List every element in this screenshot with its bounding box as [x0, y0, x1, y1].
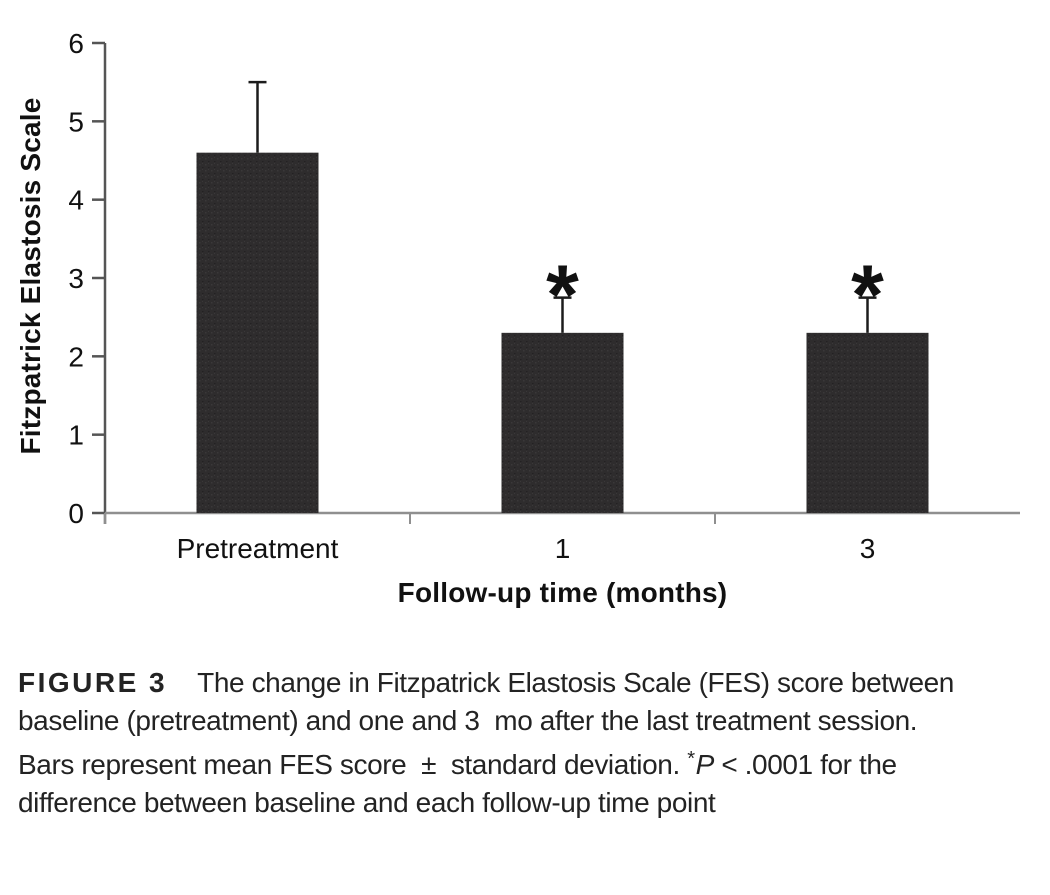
figure-number-label: FIGURE 3	[18, 667, 168, 698]
significance-asterisk: *	[546, 248, 579, 342]
significance-asterisk: *	[851, 248, 884, 342]
y-tick-label: 6	[68, 28, 84, 59]
x-axis-title: Follow-up time (months)	[397, 577, 728, 608]
y-tick-label: 2	[68, 341, 84, 372]
bar	[806, 332, 929, 513]
y-tick-label: 5	[68, 106, 84, 137]
x-tick-label: 1	[555, 533, 571, 564]
y-tick-label: 3	[68, 263, 84, 294]
caption-segment: The change in Fitzpatrick Elastosis Scal…	[18, 667, 962, 780]
x-tick-label: 3	[860, 533, 876, 564]
figure-caption: FIGURE 3 The change in Fitzpatrick Elasto…	[18, 664, 968, 822]
y-tick-label: 0	[68, 498, 84, 529]
y-tick-label: 4	[68, 185, 84, 216]
caption-segment: *	[687, 748, 695, 770]
fes-bar-chart: Fitzpatrick Elastosis Scale 0 1 2 3 4 5 6 Pretr…	[15, 28, 1020, 608]
bar	[196, 152, 319, 513]
x-tick-label: Pretreatment	[177, 533, 339, 564]
plot-canvas: 0 1 2 3 4 5 6 Pretreatment * 1 * 3	[68, 28, 1020, 564]
caption-segment: P	[695, 749, 715, 780]
y-tick-label: 1	[68, 420, 84, 451]
caption-segment: < .0001 for the difference between basel…	[18, 749, 905, 818]
bar	[501, 332, 624, 513]
